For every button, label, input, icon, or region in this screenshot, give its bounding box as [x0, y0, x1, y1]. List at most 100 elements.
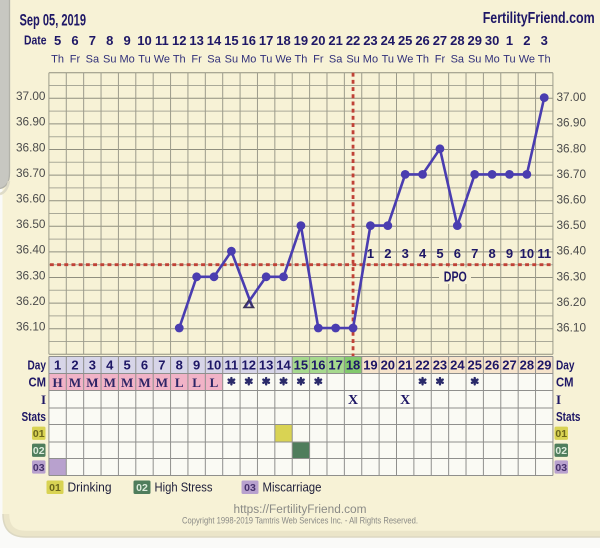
svg-text:Fr: Fr — [313, 54, 324, 66]
svg-text:18: 18 — [276, 33, 290, 48]
svg-text:01: 01 — [33, 428, 45, 440]
svg-text:CM: CM — [556, 375, 574, 390]
svg-text:M: M — [69, 375, 81, 390]
svg-text:25: 25 — [398, 33, 412, 48]
svg-text:36.20: 36.20 — [16, 294, 46, 308]
svg-text:6: 6 — [141, 358, 148, 373]
svg-text:Sa: Sa — [329, 54, 343, 66]
svg-text:20: 20 — [311, 33, 325, 48]
svg-text:36.90: 36.90 — [557, 116, 587, 130]
svg-text:10: 10 — [520, 246, 534, 261]
svg-text:37.00: 37.00 — [557, 90, 587, 104]
svg-text:Fr: Fr — [435, 54, 446, 66]
svg-text:26: 26 — [415, 33, 429, 48]
svg-text:We: We — [519, 54, 535, 66]
svg-text:36.60: 36.60 — [16, 192, 46, 206]
svg-text:14: 14 — [276, 358, 291, 373]
svg-text:36.20: 36.20 — [557, 295, 587, 309]
svg-text:Day: Day — [556, 358, 575, 373]
svg-text:17: 17 — [259, 33, 273, 48]
svg-text:13: 13 — [189, 33, 203, 48]
svg-text:01: 01 — [555, 428, 567, 440]
svg-text:M: M — [104, 375, 116, 390]
svg-text:Th: Th — [416, 54, 429, 66]
svg-text:15: 15 — [224, 33, 238, 48]
svg-text:X: X — [348, 393, 358, 408]
svg-text:https://FertilityFriend.com: https://FertilityFriend.com — [234, 504, 367, 516]
svg-text:36.70: 36.70 — [16, 166, 46, 180]
svg-text:5: 5 — [54, 33, 61, 48]
svg-text:Copyright 1998-2019 Tamtris We: Copyright 1998-2019 Tamtris Web Services… — [182, 516, 418, 527]
svg-text:14: 14 — [207, 33, 222, 48]
svg-text:L: L — [175, 375, 184, 390]
svg-text:11: 11 — [155, 33, 169, 48]
svg-text:I: I — [41, 392, 46, 407]
svg-text:11: 11 — [537, 246, 551, 261]
svg-text:9: 9 — [193, 358, 200, 373]
svg-text:Su: Su — [225, 54, 238, 66]
svg-text:M: M — [138, 375, 150, 390]
svg-text:1: 1 — [506, 33, 513, 48]
svg-text:23: 23 — [363, 33, 377, 48]
svg-text:Mo: Mo — [363, 54, 378, 66]
svg-text:Sa: Sa — [86, 54, 100, 66]
svg-text:36.40: 36.40 — [557, 244, 587, 258]
svg-text:We: We — [154, 54, 170, 66]
svg-text:Su: Su — [103, 54, 116, 66]
svg-text:High Stress: High Stress — [155, 481, 213, 495]
svg-text:7: 7 — [89, 33, 96, 48]
svg-text:2: 2 — [523, 33, 530, 48]
svg-text:19: 19 — [363, 358, 377, 373]
svg-text:16: 16 — [242, 33, 256, 48]
svg-text:H: H — [53, 375, 63, 390]
svg-text:27: 27 — [502, 358, 516, 373]
svg-text:17: 17 — [328, 358, 342, 373]
svg-text:25: 25 — [467, 358, 481, 373]
svg-text:21: 21 — [398, 358, 412, 373]
svg-text:Fr: Fr — [191, 54, 202, 66]
svg-text:3: 3 — [402, 246, 409, 261]
svg-text:8: 8 — [176, 358, 183, 373]
svg-text:Su: Su — [346, 54, 359, 66]
svg-text:36.10: 36.10 — [16, 320, 46, 334]
svg-text:36.90: 36.90 — [16, 115, 46, 129]
svg-text:22: 22 — [346, 33, 360, 48]
svg-text:Su: Su — [468, 54, 481, 66]
svg-text:2: 2 — [384, 246, 391, 261]
svg-text:Sep 05, 2019: Sep 05, 2019 — [20, 10, 87, 29]
svg-text:Tu: Tu — [138, 54, 150, 66]
svg-text:36.40: 36.40 — [16, 243, 46, 257]
svg-text:36.80: 36.80 — [16, 140, 46, 154]
svg-text:Mo: Mo — [241, 54, 256, 66]
svg-text:3: 3 — [541, 33, 548, 48]
svg-text:18: 18 — [346, 358, 360, 373]
svg-text:29: 29 — [467, 33, 481, 48]
svg-text:Mo: Mo — [484, 54, 499, 66]
svg-text:X: X — [400, 393, 410, 408]
svg-text:11: 11 — [225, 358, 239, 373]
svg-text:36.50: 36.50 — [557, 218, 587, 232]
svg-text:8: 8 — [488, 246, 495, 261]
svg-text:9: 9 — [123, 33, 130, 48]
svg-text:CM: CM — [29, 375, 47, 390]
svg-text:3: 3 — [89, 358, 96, 373]
svg-text:27: 27 — [433, 33, 447, 48]
svg-text:5: 5 — [436, 246, 443, 261]
svg-text:Tu: Tu — [382, 54, 394, 66]
svg-text:10: 10 — [137, 33, 151, 48]
svg-text:24: 24 — [450, 358, 465, 373]
svg-text:8: 8 — [106, 33, 113, 48]
svg-text:Tu: Tu — [260, 54, 272, 66]
svg-text:22: 22 — [415, 358, 429, 373]
svg-text:4: 4 — [106, 358, 114, 373]
svg-text:29: 29 — [537, 358, 551, 373]
svg-text:5: 5 — [123, 358, 130, 373]
svg-text:Stats: Stats — [556, 409, 581, 424]
svg-text:Fr: Fr — [70, 54, 81, 66]
svg-text:36.50: 36.50 — [16, 217, 46, 231]
svg-text:M: M — [86, 375, 98, 390]
svg-text:6: 6 — [71, 33, 78, 48]
svg-text:15: 15 — [294, 358, 308, 373]
svg-text:2: 2 — [71, 358, 78, 373]
svg-text:Date: Date — [24, 33, 47, 48]
